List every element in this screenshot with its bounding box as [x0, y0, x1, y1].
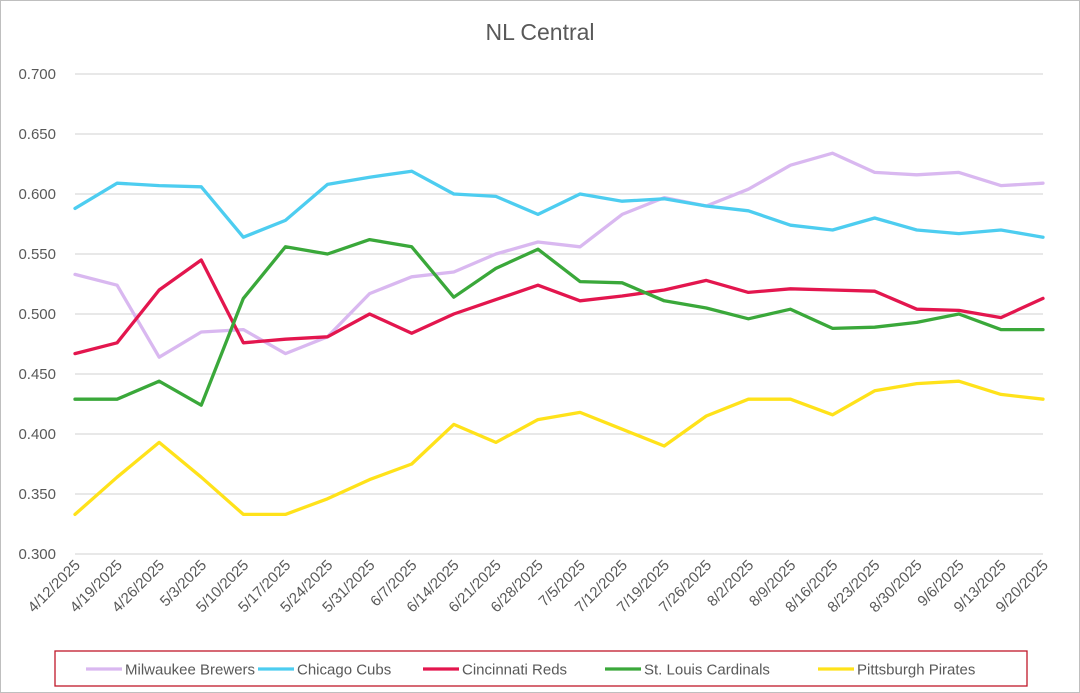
legend-label: Chicago Cubs: [297, 662, 391, 679]
y-tick-label: 0.550: [18, 246, 56, 263]
legend: Milwaukee Brewers Chicago Cubs Cincinnati …: [86, 662, 975, 679]
legend-label: Cincinnati Reds: [462, 662, 567, 679]
legend-box: [54, 650, 1028, 687]
x-axis-ticks: 4/12/20254/19/20254/26/20255/3/20255/10/…: [25, 557, 1052, 616]
legend-label: Milwaukee Brewers: [125, 662, 255, 679]
series-line-0: [73, 151, 1045, 359]
legend-label: St. Louis Cardinals: [644, 662, 770, 679]
legend-item: Pittsburgh Pirates: [818, 662, 975, 679]
y-tick-label: 0.350: [18, 486, 56, 503]
legend-item: Chicago Cubs: [258, 662, 391, 679]
y-tick-label: 0.400: [18, 426, 56, 443]
legend-item: Milwaukee Brewers: [86, 662, 255, 679]
y-tick-label: 0.700: [18, 66, 56, 83]
legend-item: Cincinnati Reds: [423, 662, 567, 679]
y-tick-label: 0.600: [18, 186, 56, 203]
chart-title: NL Central: [485, 19, 594, 45]
legend-label: Pittsburgh Pirates: [857, 662, 975, 679]
y-tick-label: 0.450: [18, 366, 56, 383]
series-line-2: [73, 258, 1045, 356]
series-line-3: [73, 237, 1045, 407]
y-tick-label: 0.300: [18, 546, 56, 563]
y-axis-ticks: 0.300 0.350 0.400 0.450 0.500 0.550 0.600 0.650…: [18, 66, 56, 563]
series-lines: [73, 151, 1045, 517]
legend-item: St. Louis Cardinals: [605, 662, 770, 679]
y-tick-label: 0.650: [18, 126, 56, 143]
series-line-4: [73, 379, 1045, 517]
y-tick-label: 0.500: [18, 306, 56, 323]
series-line-1: [73, 169, 1045, 239]
gridlines: [75, 73, 1043, 555]
